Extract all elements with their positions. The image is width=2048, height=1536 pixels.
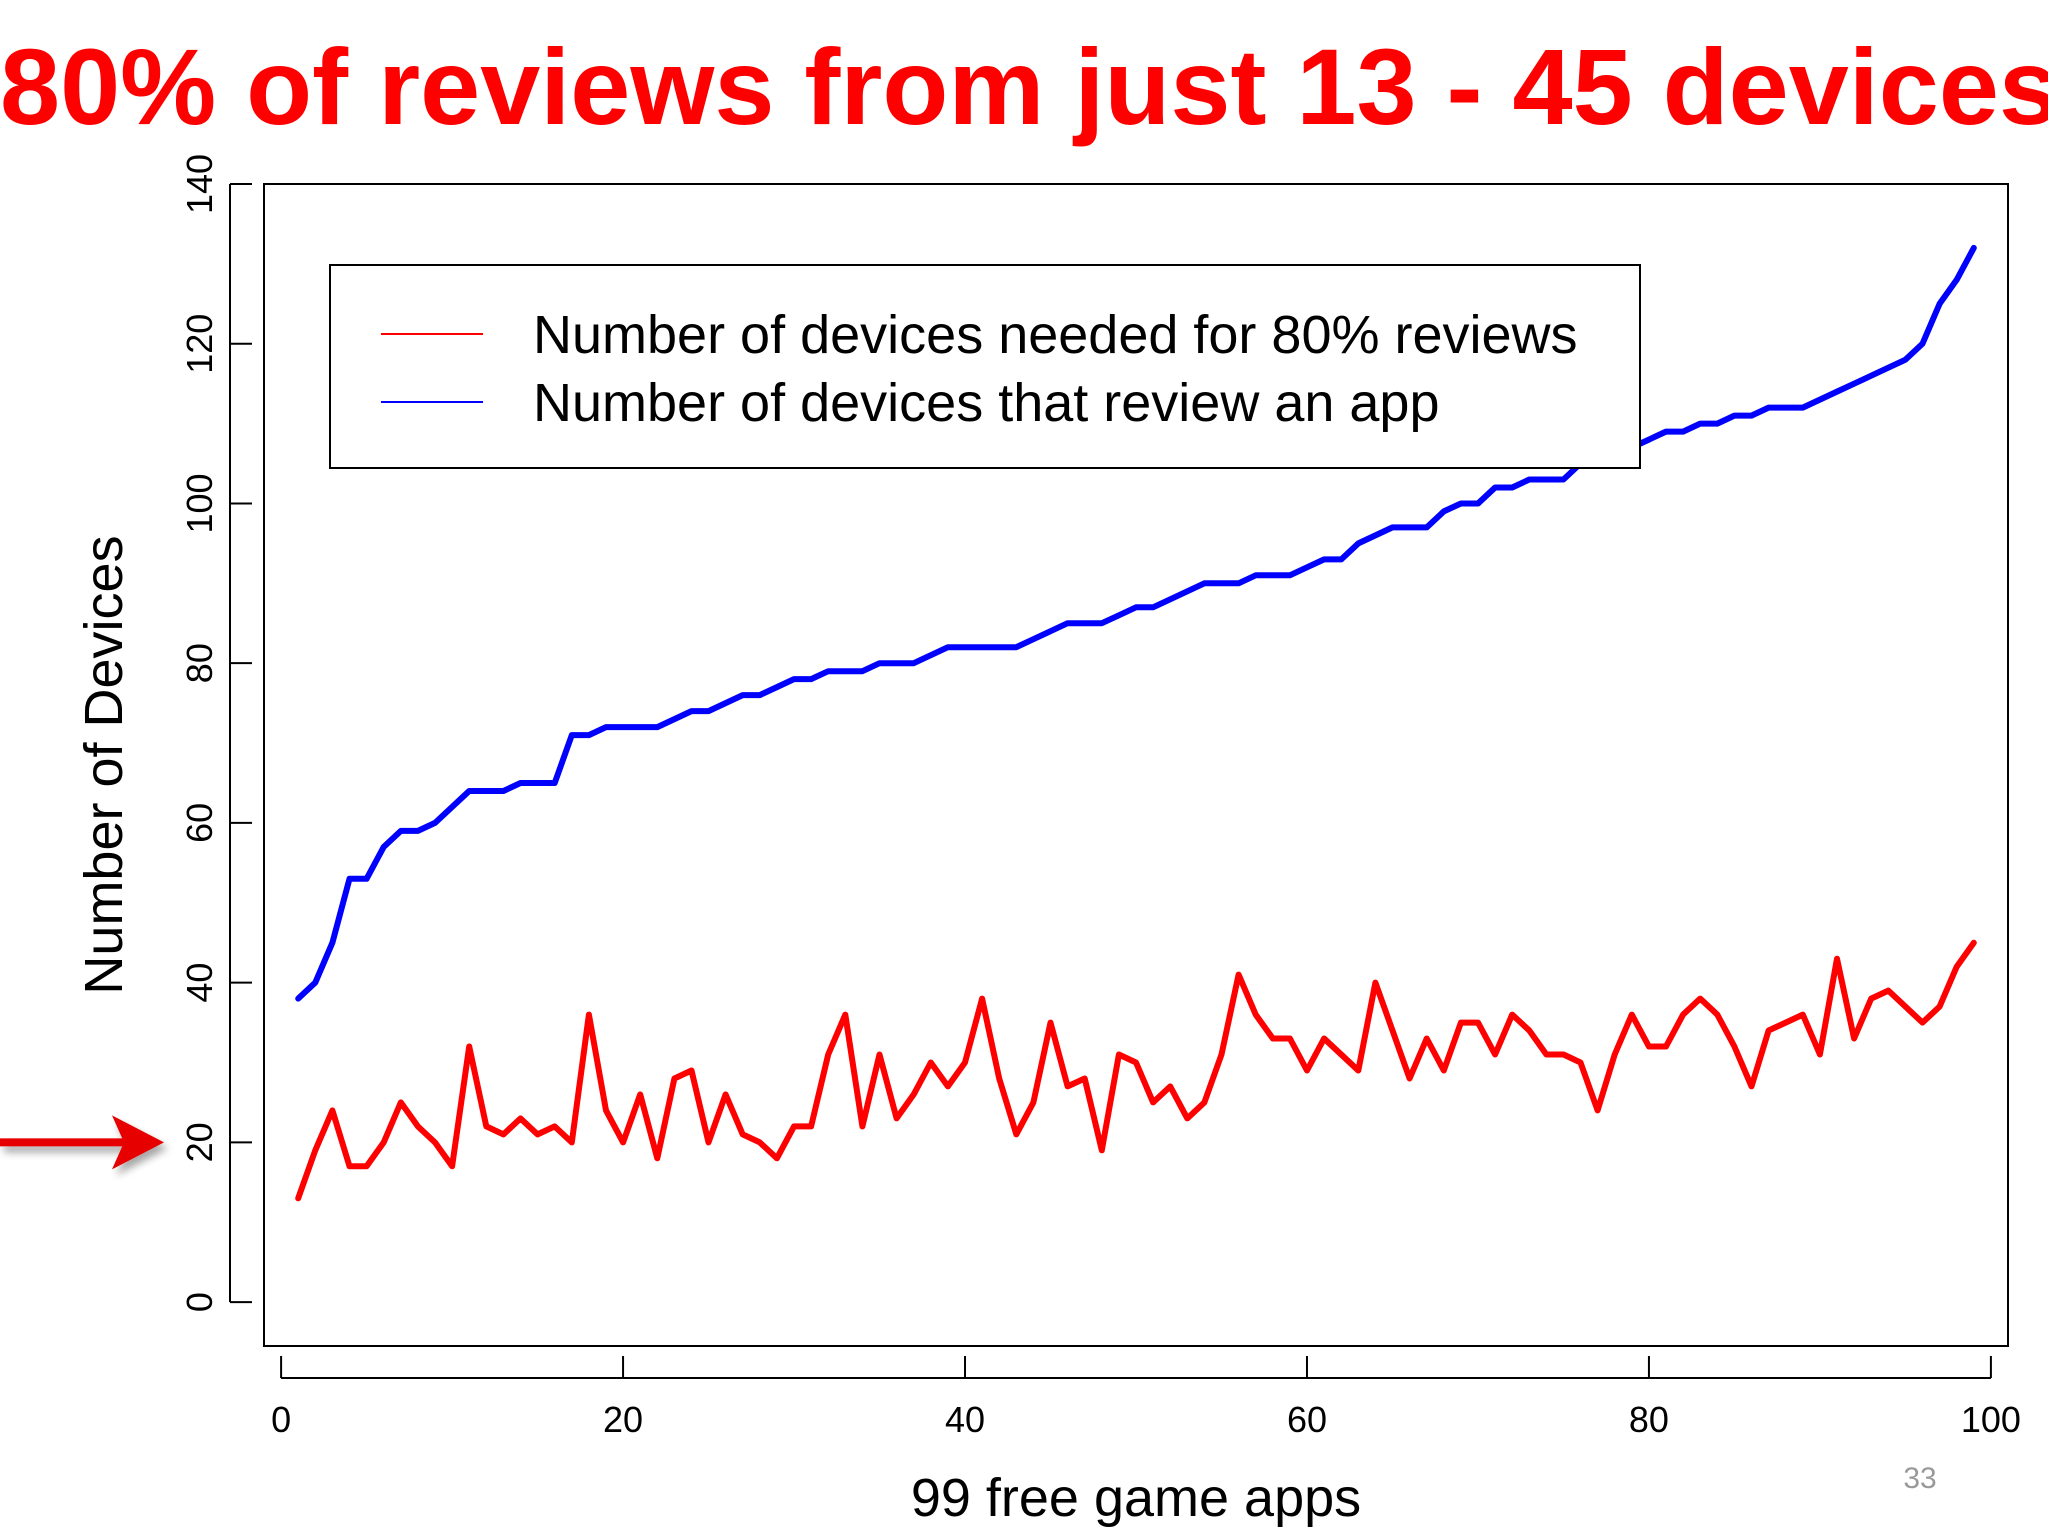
x-tick-label: 80 — [1629, 1399, 1669, 1440]
x-axis-title: 99 free game apps — [911, 1468, 1361, 1528]
y-tick-label: 100 — [179, 473, 220, 533]
y-axis: 0 20 40 60 80 100 120 140 — [179, 154, 252, 1312]
slide-title: 80% of reviews from just 13 - 45 devices — [0, 26, 2048, 147]
x-tick-label: 20 — [603, 1399, 643, 1440]
arrow-icon — [0, 1115, 164, 1170]
legend-label: Number of devices needed for 80% reviews — [533, 305, 1578, 365]
page-number: 33 — [1903, 1462, 1937, 1495]
arrow-shaft — [0, 1138, 124, 1147]
legend-label: Number of devices that review an app — [533, 373, 1439, 433]
x-axis: 0 20 40 60 80 100 — [271, 1356, 2021, 1440]
y-tick-label: 20 — [179, 1122, 220, 1162]
y-tick-label: 140 — [179, 154, 220, 214]
x-tick-label: 40 — [945, 1399, 985, 1440]
y-tick-label: 80 — [179, 643, 220, 683]
arrow-head — [112, 1115, 164, 1170]
plot-frame — [263, 183, 2009, 1347]
y-tick-label: 40 — [179, 963, 220, 1003]
y-tick-label: 0 — [179, 1292, 220, 1312]
series-line-1 — [295, 939, 1977, 1202]
x-tick-label: 0 — [271, 1399, 291, 1440]
x-tick-label: 100 — [1961, 1399, 2021, 1440]
series-layer — [295, 244, 1977, 1202]
legend: Number of devices needed for 80% reviews… — [329, 264, 1641, 469]
series-line-2 — [295, 244, 1977, 1002]
x-tick-label: 60 — [1287, 1399, 1327, 1440]
y-tick-label: 120 — [179, 314, 220, 374]
legend-box — [329, 264, 1641, 469]
y-tick-label: 60 — [179, 803, 220, 843]
y-axis-title: Number of Devices — [74, 535, 134, 994]
